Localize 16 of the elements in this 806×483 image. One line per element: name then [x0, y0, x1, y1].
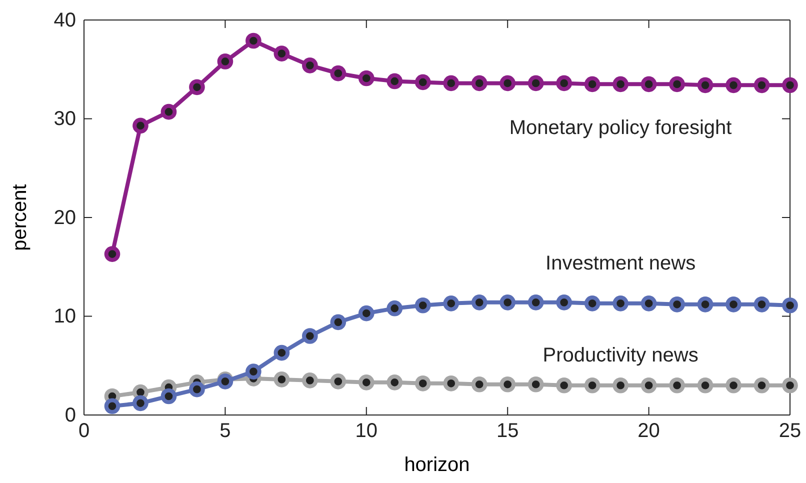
x-tick-label: 15	[496, 420, 519, 442]
series-label: Monetary policy foresight	[509, 117, 732, 140]
y-tick-label: 40	[54, 9, 76, 32]
y-tick-label: 0	[64, 404, 76, 426]
x-tick-label: 10	[355, 420, 378, 442]
y-axis-title: percent	[9, 184, 31, 251]
series-label: Investment news	[546, 252, 696, 274]
y-tick-label: 30	[54, 108, 76, 130]
x-tick-label: 20	[638, 420, 660, 442]
y-tick-label: 20	[54, 206, 76, 229]
x-axis-title: horizon	[404, 454, 470, 476]
x-tick-label: 0	[78, 420, 90, 442]
series-label: Productivity news	[542, 344, 698, 366]
y-tick-label: 10	[54, 306, 76, 328]
x-tick-label: 25	[778, 420, 802, 442]
x-tick-label: 5	[220, 420, 231, 442]
